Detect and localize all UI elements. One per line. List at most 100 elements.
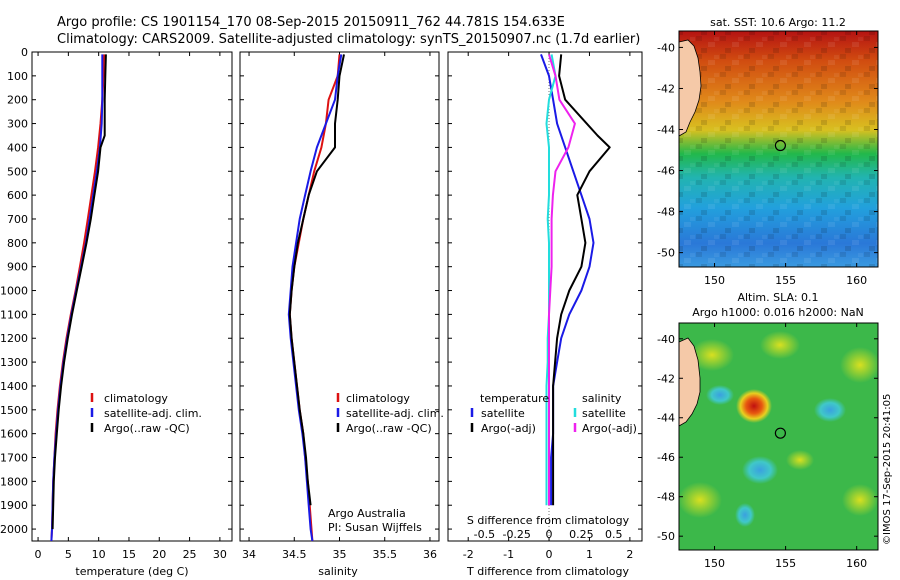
xtick-label: 35.5 (372, 548, 397, 561)
map-xtick-label: 155 (775, 274, 796, 287)
legend-label-t-argo: Argo(-adj) (481, 422, 536, 435)
ytick-label: 900 (7, 261, 28, 274)
sst-map-panel: sat. SST: 10.6 Argo: 11.2 -40-42-44-46-4… (657, 16, 879, 287)
sst-float-marker (774, 139, 786, 152)
series-s-argo-adj (548, 54, 576, 506)
ytick-label: 1600 (0, 428, 28, 441)
xtick-label: 10 (92, 548, 106, 561)
map-xtick-label: 150 (704, 557, 725, 570)
ytick-label: 1200 (0, 332, 28, 345)
sla-map-ticks: -40 -42 -44 -46 -48 -50 150 155 160 (657, 323, 878, 570)
ytick-label: 1100 (0, 308, 28, 321)
xtick-label: -1 (503, 548, 514, 561)
temperature-axes-box (31, 51, 233, 542)
xtick-label: 30 (213, 548, 227, 561)
map-ytick-label: -42 (657, 372, 675, 385)
salinity-ticks: 34 34.5 35 35.5 36 (240, 51, 439, 561)
ytick-label: 100 (7, 70, 28, 83)
sst-map-ticks: -40 -42 -44 -46 -48 -50 150 155 160 (657, 31, 878, 287)
ytick-label: 1000 (0, 285, 28, 298)
xtick-label: 1 (586, 548, 593, 561)
salinity-lines (287, 54, 345, 542)
xtick-label: 5 (65, 548, 72, 561)
ytick-label: 0 (21, 46, 28, 59)
sla-map-title: Altim. SLA: 0.1 (737, 291, 818, 304)
xtick-label: 0 (35, 548, 42, 561)
ytick-label: 600 (7, 189, 28, 202)
ytick-label: 1500 (0, 404, 28, 417)
legend-label-argo: Argo(..raw -QC) (104, 422, 190, 435)
difference-panel: -2 -1 0 1 2 -0.5 -0.25 0 0.25 0.5 S difference fr… (447, 51, 643, 578)
sst-texture (679, 31, 878, 267)
attribution-2: PI: Susan Wijffels (328, 521, 422, 534)
map-xtick-label: 155 (775, 557, 796, 570)
salinity-legend: climatology satellite-adj. clim. Argo(..… (336, 392, 444, 435)
map-ytick-label: -46 (657, 451, 675, 464)
xtick-label: -2 (463, 548, 474, 561)
legend-label-climatology: climatology (346, 392, 410, 405)
map-ytick-label: -50 (657, 530, 675, 543)
sla-map-frame (678, 322, 879, 551)
xtick-label: 15 (122, 548, 136, 561)
temperature-lines (50, 54, 107, 542)
ytick-label: 500 (7, 165, 28, 178)
xtick-label: 0 (546, 548, 553, 561)
salinity-axes-box (239, 51, 440, 542)
salinity-xlabel: salinity (318, 565, 358, 578)
xtick-label: 34 (242, 548, 256, 561)
temperature-xlabel: temperature (deg C) (75, 565, 188, 578)
ytick-label: 700 (7, 213, 28, 226)
temperature-legend: climatology satellite-adj. clim. Argo(..… (90, 392, 202, 435)
xtick-top-label: 0.5 (605, 528, 623, 541)
difference-xlabel-top: S difference from climatology (467, 514, 630, 527)
ytick-label: 1300 (0, 356, 28, 369)
series-satellite-adj-clim (287, 54, 343, 542)
tasmania-landmass (679, 337, 701, 427)
legend-label-satellite: satellite-adj. clim. (346, 407, 444, 420)
ytick-label: 1900 (0, 499, 28, 512)
float-position-marker (774, 139, 786, 152)
series-s-satellite (545, 54, 557, 506)
sla-float-marker (774, 427, 786, 439)
xtick-top-label: 0 (546, 528, 553, 541)
ytick-label: 1400 (0, 380, 28, 393)
map-ytick-label: -50 (657, 247, 675, 260)
legend-label-t-satellite: satellite (481, 407, 525, 420)
series-argo-raw-qc (288, 54, 345, 506)
difference-legend: temperature salinity satellite Argo(-adj… (470, 392, 637, 435)
legend-label-climatology: climatology (104, 392, 168, 405)
legend-label-argo: Argo(..raw -QC) (346, 422, 432, 435)
salinity-panel: 34 34.5 35 35.5 36 salinity climatology sate… (239, 51, 444, 578)
sla-anomalies (679, 331, 878, 527)
ytick-label: 200 (7, 94, 28, 107)
map-ytick-label: -48 (657, 206, 675, 219)
difference-lines (540, 54, 611, 506)
map-xtick-label: 160 (846, 274, 867, 287)
sst-map-frame (678, 30, 879, 268)
sst-map-title: sat. SST: 10.6 Argo: 11.2 (710, 16, 846, 29)
xtick-top-label: -0.5 (474, 528, 495, 541)
xtick-top-label: -0.25 (502, 528, 530, 541)
ytick-label: 300 (7, 118, 28, 131)
temperature-panel: 0100200300400500600700800900100011001200… (0, 46, 233, 578)
xtick-top-label: 0.25 (569, 528, 594, 541)
map-ytick-label: -42 (657, 82, 675, 95)
map-xtick-label: 150 (704, 274, 725, 287)
map-ytick-label: -40 (657, 41, 675, 54)
side-stamp: ©IMOS 17-Sep-2015 20:41:05 (882, 394, 893, 545)
attribution-1: Argo Australia (328, 507, 406, 520)
legend-label-satellite: satellite-adj. clim. (104, 407, 202, 420)
map-ytick-label: -44 (657, 124, 675, 137)
series-argo-raw-qc (51, 54, 107, 530)
map-xtick-label: 160 (846, 557, 867, 570)
legend-label-s-satellite: satellite (582, 407, 626, 420)
series-satellite-adj-clim (50, 54, 104, 542)
header-line-2: Climatology: CARS2009. Satellite-adjuste… (57, 32, 640, 47)
header-line-1: Argo profile: CS 1901154_170 08-Sep-2015… (57, 15, 565, 30)
series-t-argo-adj (552, 54, 611, 506)
series-climatology (288, 54, 341, 542)
xtick-label: 2 (626, 548, 633, 561)
map-ytick-label: -44 (657, 412, 675, 425)
map-ytick-label: -48 (657, 491, 675, 504)
